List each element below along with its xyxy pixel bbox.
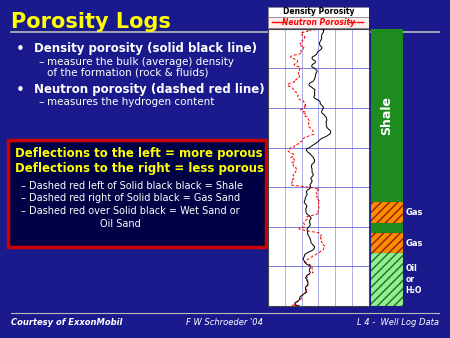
Text: –: – xyxy=(38,97,44,107)
Text: Oil Sand: Oil Sand xyxy=(100,219,141,229)
Text: Courtesy of ExxonMobil: Courtesy of ExxonMobil xyxy=(11,318,122,327)
Bar xyxy=(371,223,403,233)
Text: F W Schroeder '04: F W Schroeder '04 xyxy=(186,318,264,327)
Bar xyxy=(268,7,369,17)
Bar xyxy=(371,233,403,253)
Text: – Dashed red right of Solid black = Gas Sand: – Dashed red right of Solid black = Gas … xyxy=(21,193,240,203)
Text: measures the hydrogen content: measures the hydrogen content xyxy=(47,97,215,107)
FancyBboxPatch shape xyxy=(8,140,266,247)
Text: Shale: Shale xyxy=(381,96,393,135)
Text: Gas: Gas xyxy=(405,208,423,217)
Text: •: • xyxy=(16,42,25,57)
Text: Deflections to the right = less porous: Deflections to the right = less porous xyxy=(15,162,264,175)
Text: Deflections to the left = more porous: Deflections to the left = more porous xyxy=(15,147,263,160)
Text: of the formation (rock & fluids): of the formation (rock & fluids) xyxy=(47,68,209,78)
Bar xyxy=(371,253,403,306)
Bar xyxy=(371,253,403,306)
Text: •: • xyxy=(16,83,25,98)
Text: – Dashed red over Solid black = Wet Sand or: – Dashed red over Solid black = Wet Sand… xyxy=(21,206,240,216)
Text: Density porosity (solid black line): Density porosity (solid black line) xyxy=(34,42,257,55)
Bar xyxy=(268,17,369,28)
Text: L 4 -  Well Log Data: L 4 - Well Log Data xyxy=(357,318,439,327)
Text: Neutron porosity (dashed red line): Neutron porosity (dashed red line) xyxy=(34,83,265,96)
Text: Neutron Porosity: Neutron Porosity xyxy=(282,18,355,27)
Text: Porosity Logs: Porosity Logs xyxy=(11,12,171,32)
Text: Oil
or
H₂O: Oil or H₂O xyxy=(405,264,422,295)
Text: – Dashed red left of Solid black black = Shale: – Dashed red left of Solid black black =… xyxy=(21,181,243,191)
Bar xyxy=(371,233,403,253)
Text: Gas: Gas xyxy=(405,239,423,248)
Bar xyxy=(371,202,403,223)
Text: –: – xyxy=(38,57,44,68)
Bar xyxy=(371,202,403,223)
Bar xyxy=(371,29,403,202)
Text: measure the bulk (average) density: measure the bulk (average) density xyxy=(47,57,234,68)
Text: Density Porosity: Density Porosity xyxy=(283,7,354,16)
